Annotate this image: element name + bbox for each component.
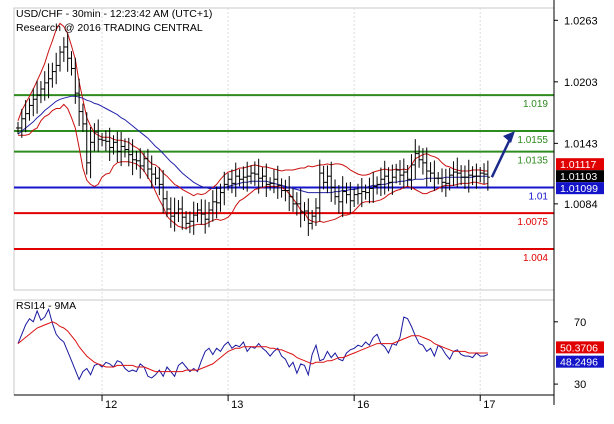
level-label: 1.0075 <box>517 217 548 228</box>
rsi-y-tick-label: 30 <box>574 379 586 391</box>
level-label: 1.01 <box>529 191 549 202</box>
y-tick-label: 1.0143 <box>564 138 598 150</box>
x-tick-label: 12 <box>105 399 117 411</box>
price-panel-frame <box>13 7 555 291</box>
level-label: 1.019 <box>523 99 548 110</box>
chart-title: USD/CHF - 30min - 12:23:42 AM (UTC+1) <box>16 8 212 20</box>
rsi-panel-frame <box>13 299 555 396</box>
level-label: 1.0135 <box>517 156 548 167</box>
rsi-ma-line <box>17 321 488 373</box>
forecast-arrow <box>490 136 513 178</box>
rsi-tag-label: 50.3706 <box>560 342 598 354</box>
lower-bollinger-band <box>18 103 489 230</box>
price-tag-box <box>556 158 604 171</box>
rsi-tag-box <box>556 341 604 354</box>
rsi-tag-label: 48.2496 <box>560 357 598 369</box>
x-tick-label: 13 <box>231 399 243 411</box>
rsi-tag-box <box>556 355 604 368</box>
x-tick-label: 16 <box>357 399 369 411</box>
price-tag-label: 1.01099 <box>560 183 598 195</box>
rsi-y-tick-label: 70 <box>574 317 586 329</box>
x-tick-label: 17 <box>483 399 495 411</box>
upper-bollinger-band <box>17 22 488 197</box>
y-tick-label: 1.0084 <box>564 199 598 211</box>
rsi-title: RSI14 - 9MA <box>16 300 76 312</box>
price-tag-box <box>556 182 604 195</box>
price-tag-box <box>556 170 604 183</box>
level-label: 1.004 <box>523 253 548 264</box>
y-tick-label: 1.0203 <box>564 77 598 89</box>
rsi-line <box>17 307 489 381</box>
price-tag-label: 1.01117 <box>560 159 597 171</box>
level-label: 1.0155 <box>517 135 548 146</box>
price-tag-label: 1.01103 <box>560 171 597 183</box>
y-tick-label: 1.0263 <box>564 15 598 27</box>
chart-subtitle: Research @ 2016 TRADING CENTRAL <box>16 22 203 34</box>
moving-average-line <box>17 95 488 194</box>
forecast-arrowhead <box>503 131 515 144</box>
